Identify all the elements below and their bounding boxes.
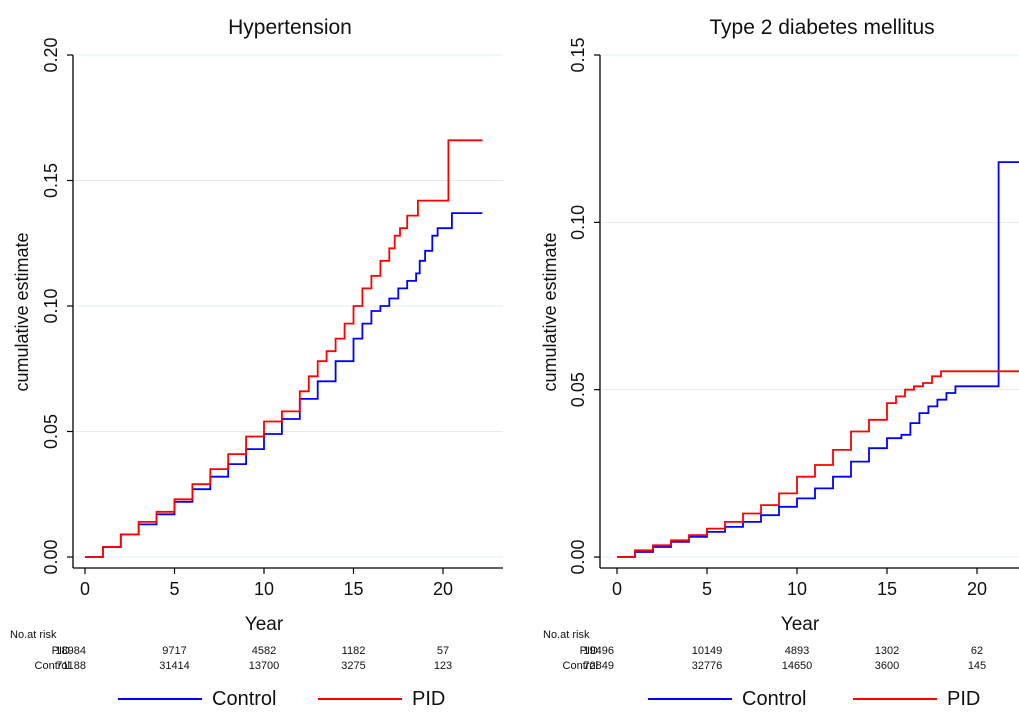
legend-label: PID [412,688,445,710]
risk-cell: 19496 [583,645,614,657]
risk-row-label: PID [580,645,598,657]
risk-cell: 71188 [56,660,86,672]
x-tick-label: 5 [169,579,179,599]
risk-cell: 57 [437,645,449,657]
x-tick-label: 20 [433,579,453,599]
risk-cell: 72849 [583,660,614,672]
x-tick-label: 20 [967,579,987,599]
risk-cell: 123 [434,660,452,672]
chart-panel-1: 0.00 0.05 0.10 0.15 0 5 10 15 20 Type 2 diabetes … [540,16,1019,710]
y-tick-label: 0.20 [41,37,61,72]
risk-row-label: Control [35,660,70,672]
risk-cell: 9717 [162,645,186,657]
risk-cell: 3600 [875,660,899,672]
chart-panel-0: 0.00 0.05 0.10 0.15 0.20 0 5 10 15 20 Hypertension… [10,16,503,710]
x-tick-label: 0 [80,579,90,599]
y-tick-label: 0.05 [41,414,61,449]
x-tick-label: 10 [254,579,274,599]
risk-cell: 4893 [785,645,809,657]
x-tick-label: 15 [343,579,363,599]
y-tick-label: 0.00 [568,539,588,574]
risk-cell: 1302 [875,645,899,657]
risk-cell: 4582 [252,645,276,657]
risk-cell: 3275 [341,660,365,672]
risk-cell: 14650 [782,660,813,672]
risk-cell: 1182 [342,645,366,657]
x-axis-label: Year [781,614,820,635]
x-tick-label: 15 [877,579,897,599]
y-axis-label: cumulative estimate [12,232,32,391]
risk-row-label: Control [563,660,598,672]
risk-cell: 31414 [159,660,190,672]
x-tick-label: 5 [702,579,712,599]
x-tick-label: 0 [612,579,622,599]
y-tick-label: 0.15 [41,163,61,198]
series-line-control [617,161,1019,558]
risk-cell: 18984 [55,645,86,657]
y-tick-label: 0.00 [41,539,61,574]
risk-cell: 62 [971,645,983,657]
series-line-control [85,212,483,558]
x-tick-label: 10 [787,579,807,599]
y-axis-label: cumulative estimate [540,232,560,391]
legend-label: PID [947,688,980,710]
risk-table-header: No.at risk [543,629,590,641]
risk-row-label: PID [52,645,70,657]
chart-title: Hypertension [228,16,352,39]
risk-cell: 145 [968,660,986,672]
y-tick-label: 0.10 [41,288,61,323]
x-axis-label: Year [245,614,284,635]
risk-cell: 13700 [249,660,280,672]
risk-cell: 32776 [692,660,723,672]
legend-label: Control [742,688,806,710]
y-tick-label: 0.10 [568,205,588,240]
risk-table-header: No.at risk [10,629,57,641]
risk-cell: 10149 [692,645,723,657]
y-tick-label: 0.05 [568,372,588,407]
y-tick-label: 0.15 [568,37,588,72]
series-line-pid [617,370,1019,558]
chart-title: Type 2 diabetes mellitus [709,16,934,39]
series-line-pid [85,139,483,558]
legend-label: Control [212,688,276,710]
